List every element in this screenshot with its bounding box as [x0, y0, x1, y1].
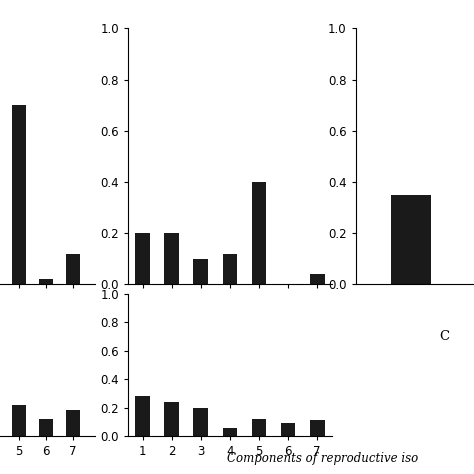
Bar: [39, 419, 53, 436]
Bar: [12, 405, 26, 436]
Text: C: C: [439, 330, 449, 344]
Bar: [135, 396, 150, 436]
Text: Components of reproductive iso: Components of reproductive iso: [227, 452, 418, 465]
Bar: [281, 423, 295, 436]
Bar: [12, 105, 26, 284]
Bar: [252, 419, 266, 436]
Bar: [66, 254, 80, 284]
Bar: [223, 254, 237, 284]
Bar: [310, 274, 325, 284]
Bar: [39, 279, 53, 284]
Text: B: B: [147, 330, 157, 344]
Bar: [135, 233, 150, 284]
Bar: [164, 233, 179, 284]
Bar: [391, 195, 430, 284]
Bar: [164, 402, 179, 436]
Bar: [66, 410, 80, 436]
Bar: [193, 408, 208, 436]
Bar: [252, 182, 266, 284]
Bar: [223, 428, 237, 436]
Bar: [310, 420, 325, 436]
Bar: [193, 259, 208, 284]
